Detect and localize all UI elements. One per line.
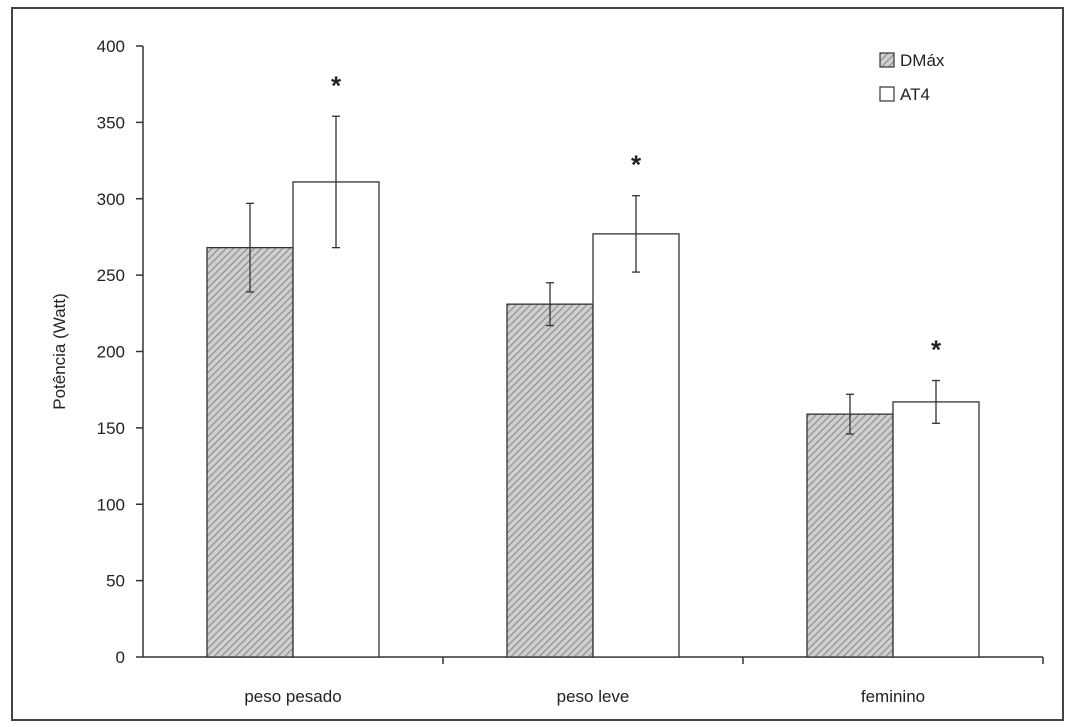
y-tick-label: 250 [97, 266, 125, 285]
y-tick-label: 300 [97, 190, 125, 209]
x-tick-label: peso leve [557, 687, 630, 706]
bar-dmax [506, 303, 594, 658]
y-axis-label: Potência (Watt) [50, 293, 69, 410]
legend-label-dmax: DMáx [900, 51, 945, 70]
legend-label-at4: AT4 [900, 85, 930, 104]
y-tick-label: 50 [106, 572, 125, 591]
x-tick-label: peso pesado [244, 687, 341, 706]
legend-swatch-dmax [879, 52, 895, 68]
x-tick-label: feminino [861, 687, 925, 706]
bar-at4 [592, 233, 680, 658]
y-tick-label: 150 [97, 419, 125, 438]
bar-at4 [892, 401, 980, 658]
legend-swatch-at4 [879, 86, 895, 102]
chart-border [11, 7, 1064, 721]
bar-dmax [806, 413, 894, 658]
significance-marker: * [331, 70, 342, 100]
y-tick-label: 200 [97, 343, 125, 362]
y-tick-label: 0 [116, 648, 125, 667]
significance-marker: * [631, 150, 642, 180]
bar-dmax [206, 246, 294, 658]
y-tick-label: 350 [97, 113, 125, 132]
significance-marker: * [931, 335, 942, 365]
y-tick-label: 100 [97, 495, 125, 514]
bar-at4 [292, 181, 380, 658]
y-tick-label: 400 [97, 37, 125, 56]
